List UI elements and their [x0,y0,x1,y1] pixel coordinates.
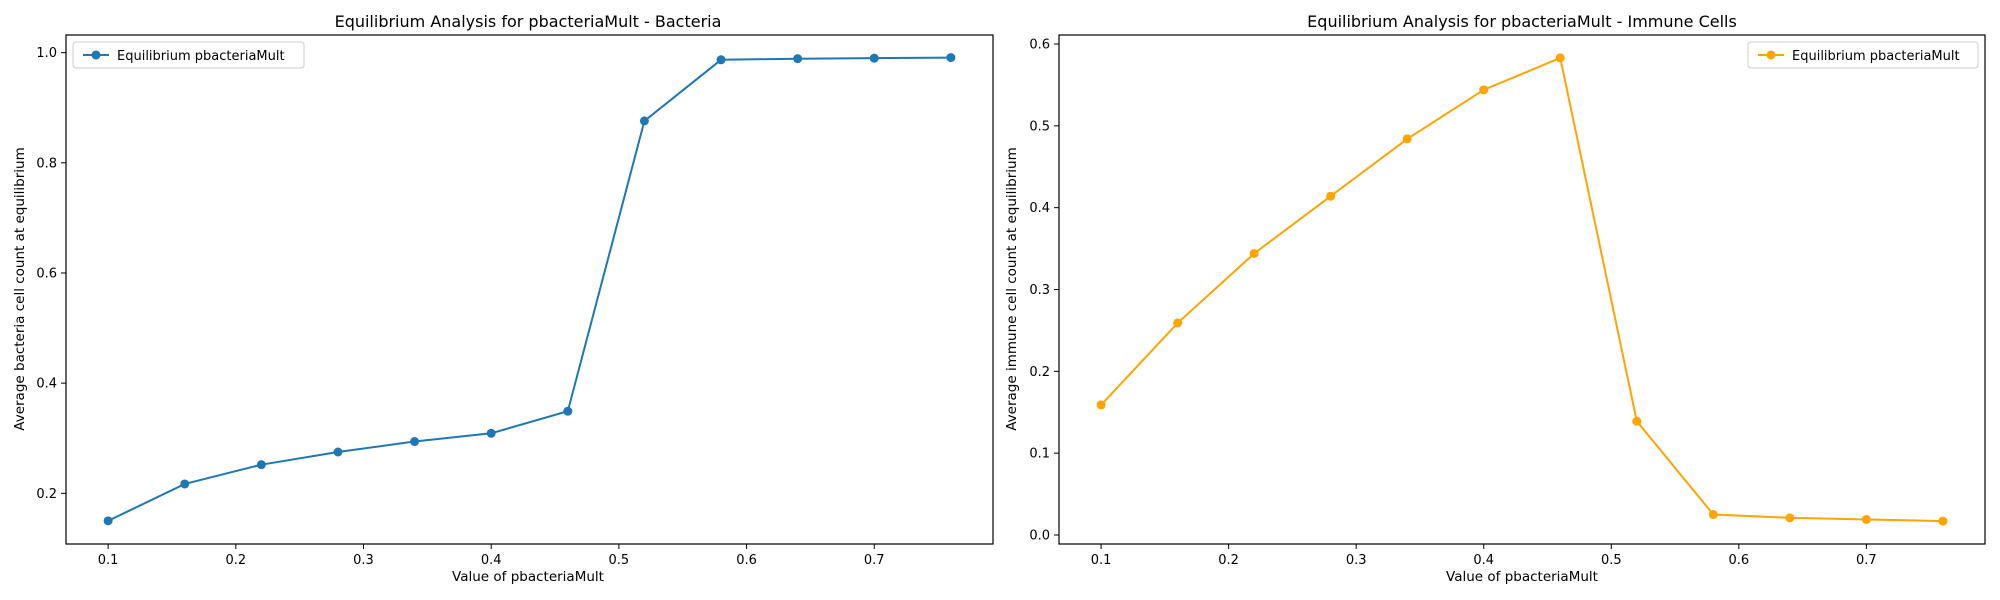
bacteria-chart: Equilibrium Analysis for pbacteriaMult -… [12,12,994,585]
x-tick-label: 0.3 [1346,553,1367,568]
immune-cells-chart: Equilibrium Analysis for pbacteriaMult -… [1004,12,1986,585]
y-tick-label: 0.6 [1029,38,1050,53]
data-point [1938,516,1948,526]
plot-frame [1058,34,1986,545]
legend-label: Equilibrium pbacteriaMult [117,49,285,64]
data-point [716,55,726,65]
legend-box [72,41,305,69]
series-layer [103,53,956,526]
chart-title: Equilibrium Analysis for pbacteriaMult -… [1307,12,1737,31]
x-tick-label: 0.7 [864,553,885,568]
data-point [1785,513,1795,523]
y-tick-label: 0.1 [1029,447,1050,462]
y-tick-label: 0.0 [1029,528,1050,543]
series-layer [1096,53,1948,526]
y-tick-label: 0.6 [36,266,57,281]
data-point [869,53,879,63]
x-axis-label: Value of pbacteriaMult [1446,569,1598,585]
legend-box [1747,41,1979,69]
data-point [180,479,190,489]
y-tick-label: 1.0 [36,46,57,61]
y-tick-label: 0.2 [1029,365,1050,380]
series-line [107,56,951,522]
data-point [256,460,266,470]
x-tick-label: 0.4 [481,553,502,568]
y-tick-label: 0.8 [36,156,57,171]
data-point [333,447,343,457]
y-tick-label: 0.4 [1029,201,1050,216]
x-tick-label: 0.5 [609,553,630,568]
data-point [793,54,803,64]
x-tick-label: 0.6 [736,553,757,568]
x-tick-label: 0.6 [1728,553,1749,568]
y-axis-label: Average bacteria cell count at equilibri… [12,147,28,430]
y-tick-label: 0.3 [1029,283,1050,298]
plot-frame [65,34,994,545]
data-point [1708,510,1718,520]
y-tick-label: 0.4 [36,377,57,392]
chart-title: Equilibrium Analysis for pbacteriaMult -… [335,12,722,31]
x-tick-label: 0.2 [225,553,246,568]
x-tick-label: 0.2 [1218,553,1239,568]
data-point [1555,53,1565,63]
data-point [946,53,956,63]
x-axis-label: Value of pbacteriaMult [452,569,604,585]
data-point [563,406,573,416]
x-tick-label: 0.7 [1856,553,1877,568]
data-point [103,516,113,526]
x-tick-label: 0.1 [98,553,119,568]
ticks: 0.1 0.2 0.3 0.4 0.5 0.6 0.7 0.2 0.4 0.6 0.8 1.0 [36,46,884,568]
ticks: 0.1 0.2 0.3 0.4 0.5 0.6 0.7 0.0 0.1 0.2 0.3 0.4 0.5 0… [1029,38,1876,568]
data-point [1861,514,1871,524]
y-tick-label: 0.5 [1029,119,1050,134]
legend: Equilibrium pbacteriaMult [72,41,305,69]
series-line [1100,56,1943,523]
legend-label: Equilibrium pbacteriaMult [1792,49,1960,64]
legend-marker [91,50,101,60]
data-point [486,428,496,438]
data-point [1096,400,1106,410]
x-tick-label: 0.1 [1091,553,1112,568]
y-axis-label: Average immune cell count at equilibrium [1004,147,1020,431]
legend-marker [1766,50,1776,60]
data-point [639,116,649,126]
data-point [1632,416,1642,426]
legend: Equilibrium pbacteriaMult [1747,41,1979,69]
x-tick-label: 0.5 [1601,553,1622,568]
y-tick-label: 0.2 [36,487,57,502]
data-point [1402,134,1412,144]
data-point [1249,248,1259,258]
data-point [1173,318,1183,328]
data-point [1479,85,1489,95]
data-point [410,437,420,447]
x-tick-label: 0.3 [353,553,374,568]
data-point [1326,191,1336,201]
x-tick-label: 0.4 [1473,553,1494,568]
